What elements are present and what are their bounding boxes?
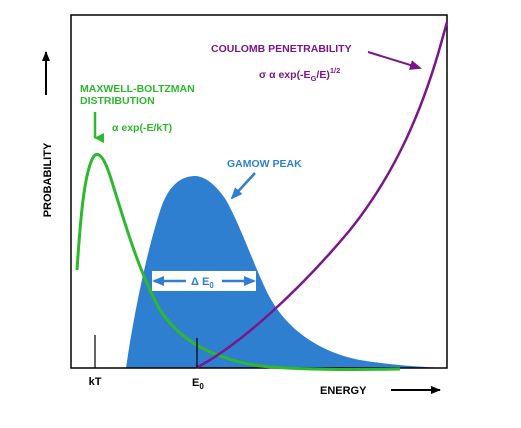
coulomb-title: COULOMB PENETRABILITY bbox=[211, 43, 352, 55]
tick-label-kt: kT bbox=[89, 376, 102, 388]
coulomb-formula-prefix: σ α exp(-E bbox=[259, 69, 311, 81]
y-axis-label: PROBABILITY bbox=[42, 142, 54, 217]
coulomb-formula: σ α exp(-EG/E)1/2 bbox=[259, 66, 340, 83]
x-axis-label: ENERGY bbox=[320, 385, 367, 397]
coulomb-penetrability-curve bbox=[195, 21, 449, 370]
maxwell-boltzmann-title-2: DISTRIBUTION bbox=[80, 95, 155, 107]
coulomb-formula-mid: /E) bbox=[316, 69, 329, 81]
tick-label-e0-sub: 0 bbox=[199, 382, 204, 391]
coulomb-formula-sup: 1/2 bbox=[330, 66, 340, 75]
delta-e0-label-sub: 0 bbox=[209, 281, 214, 290]
gamow-peak-fill bbox=[126, 176, 445, 368]
delta-e0-label: Δ E0 bbox=[191, 276, 214, 290]
gamow-peak-title: GAMOW PEAK bbox=[227, 158, 302, 170]
coulomb-arrow bbox=[367, 51, 422, 70]
delta-e0-label-main: Δ E bbox=[191, 276, 209, 288]
coulomb-formula-sub: G bbox=[311, 74, 317, 83]
maxwell-boltzmann-title-1: MAXWELL-BOLTZMAN bbox=[80, 83, 195, 95]
delta-e0-box bbox=[152, 271, 256, 291]
maxwell-boltzmann-formula: α exp(-E/kT) bbox=[112, 122, 172, 134]
tick-label-e0: E0 bbox=[192, 377, 204, 391]
tick-label-e0-main: E bbox=[192, 377, 199, 389]
gamow-peak-arrow bbox=[230, 172, 256, 200]
maxwell-boltzmann-curve bbox=[75, 153, 401, 372]
plot-frame bbox=[70, 14, 448, 369]
